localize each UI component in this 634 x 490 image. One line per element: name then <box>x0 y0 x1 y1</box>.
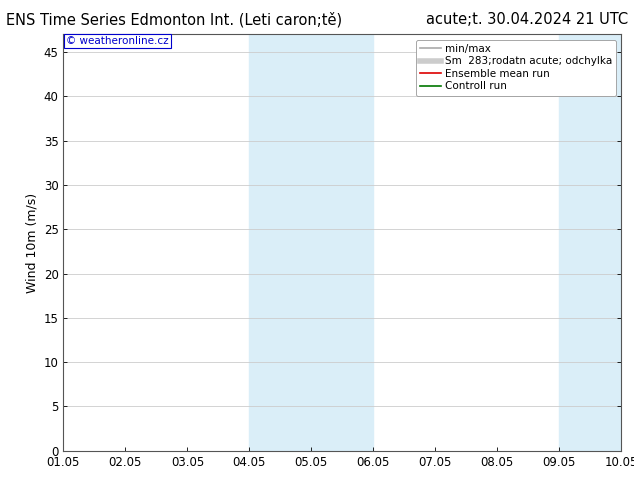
Y-axis label: Wind 10m (m/s): Wind 10m (m/s) <box>25 193 38 293</box>
Bar <box>559 34 621 451</box>
Bar <box>249 34 311 451</box>
Text: acute;t. 30.04.2024 21 UTC: acute;t. 30.04.2024 21 UTC <box>425 12 628 27</box>
Legend: min/max, Sm  283;rodatn acute; odchylka, Ensemble mean run, Controll run: min/max, Sm 283;rodatn acute; odchylka, … <box>415 40 616 96</box>
Bar <box>311 34 373 451</box>
Text: ENS Time Series Edmonton Int. (Leti caron;tě): ENS Time Series Edmonton Int. (Leti caro… <box>6 12 342 28</box>
Bar <box>621 34 634 451</box>
Text: © weatheronline.cz: © weatheronline.cz <box>66 36 169 47</box>
